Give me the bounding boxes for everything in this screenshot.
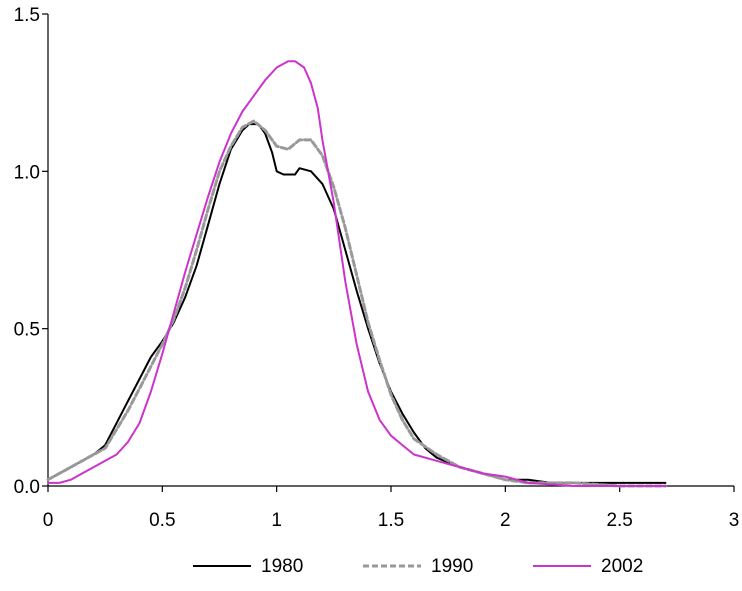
series-line-2002 <box>47 60 667 487</box>
series-line-1980 <box>47 123 667 484</box>
legend-label-2002: 2002 <box>601 556 643 577</box>
axes: 0.0 0.5 1.0 1.5 0 0.5 1 1.5 2 2.5 3 <box>14 5 740 531</box>
x-tick-label: 2 <box>500 510 511 531</box>
x-tick-label: 0 <box>43 510 54 531</box>
series-line-1990 <box>46 119 667 488</box>
legend-label-1990: 1990 <box>431 556 473 577</box>
x-tick-label: 0.5 <box>149 510 175 531</box>
legend-label-1980: 1980 <box>261 556 303 577</box>
y-tick-label: 0.0 <box>14 477 40 498</box>
x-tick-label: 1.5 <box>378 510 404 531</box>
y-tick-label: 1.0 <box>14 162 40 183</box>
series-lines <box>46 60 667 488</box>
legend: 1980 1990 2002 <box>193 556 643 577</box>
x-tick-label: 3 <box>729 510 740 531</box>
x-tick-label: 1 <box>271 510 282 531</box>
y-tick-label: 1.5 <box>14 5 40 26</box>
x-tick-label: 2.5 <box>606 510 632 531</box>
y-tick-label: 0.5 <box>14 320 40 341</box>
